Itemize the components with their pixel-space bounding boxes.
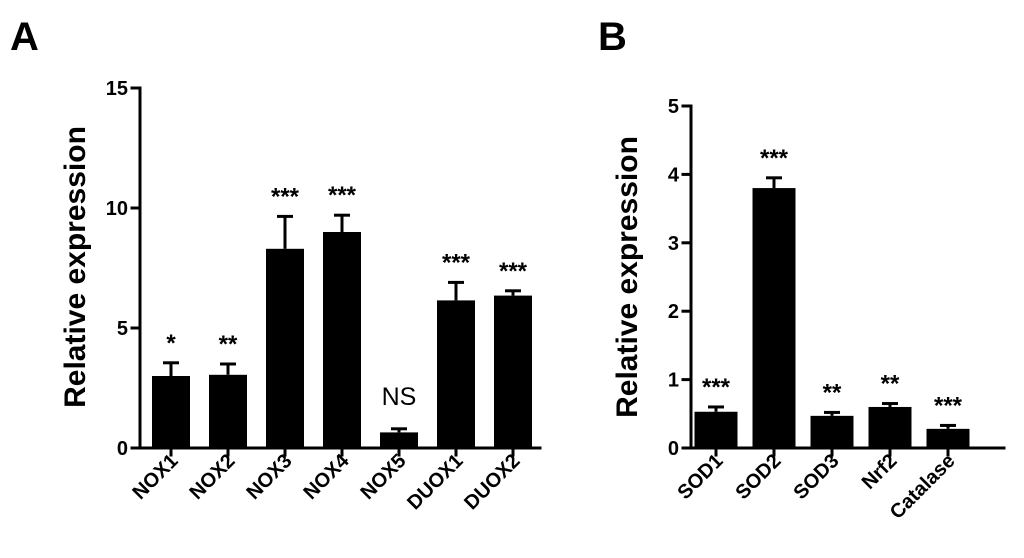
- panel-a-significance-label: NS: [382, 383, 417, 411]
- panel-a-bar: [494, 295, 532, 448]
- panel-b-category-label: Nrf2: [858, 450, 902, 494]
- panel-b-bar: [752, 188, 796, 448]
- panel-a-category-label: DUOX2: [460, 450, 524, 514]
- panel-a-significance-label: ***: [499, 258, 528, 285]
- panel-b-category-label: SOD1: [673, 450, 727, 504]
- panel-a-significance-label: **: [219, 331, 238, 358]
- panel-b-significance-label: ***: [760, 145, 789, 172]
- panel-a-bar: [323, 232, 361, 448]
- panel-b-significance-label: **: [881, 371, 900, 398]
- panel-a-category-label: NOX3: [242, 450, 296, 504]
- panel-a-bar: [380, 432, 418, 448]
- panel-a-significance-label: ***: [271, 183, 300, 210]
- panel-b-y-axis-title: Relative expression: [611, 136, 644, 418]
- panel-b-letter: B: [598, 15, 627, 59]
- panel-a-significance-label: ***: [328, 182, 357, 209]
- panel-b-significance-label: ***: [702, 374, 731, 401]
- panel-a-y-tick-label: 0: [117, 438, 128, 460]
- panel-b-category-label: SOD2: [731, 450, 785, 504]
- panel-a-category-label: NOX4: [299, 449, 354, 504]
- panel-a-category-label: NOX2: [185, 450, 239, 504]
- panel-a-significance-label: ***: [442, 249, 471, 276]
- panel-a-significance-label: *: [166, 330, 176, 357]
- panel-b-y-tick-label: 4: [668, 164, 680, 186]
- panel-a-category-label: DUOX1: [403, 450, 467, 514]
- panel-b-category-label: SOD3: [789, 450, 843, 504]
- panel-a-y-tick-label: 10: [106, 198, 128, 220]
- panel-b: B Relative expression 0 1 2 3 4 5 SOD1 *** SOD2 *…: [598, 15, 1006, 524]
- panel-b-significance-label: **: [823, 379, 842, 406]
- panel-b-y-tick-label: 1: [668, 370, 679, 392]
- panel-a-category-label: NOX1: [128, 450, 182, 504]
- panel-a-letter: A: [10, 15, 39, 59]
- panel-a-y-axis-title: Relative expression: [59, 126, 92, 408]
- panel-a-category-label: NOX5: [356, 450, 410, 504]
- panel-a-bar: [209, 374, 247, 448]
- panel-b-y-tick-label: 3: [668, 233, 679, 255]
- panel-b-bar: [810, 415, 854, 448]
- panel-b-y-tick-label: 0: [668, 438, 679, 460]
- panel-a-bar: [266, 248, 304, 448]
- panel-b-significance-label: ***: [934, 392, 963, 419]
- panel-b-bar: [926, 428, 970, 448]
- panel-a-y-tick-label: 15: [106, 78, 128, 100]
- panel-a: A Relative expression 0 5 10 15 NOX1 * NOX2 ** N…: [10, 15, 542, 514]
- panel-b-y-tick-label: 5: [668, 96, 679, 118]
- panel-b-y-tick-label: 2: [668, 301, 679, 323]
- panel-b-bar: [868, 406, 912, 448]
- panel-b-bar: [694, 411, 738, 448]
- panel-a-bar: [152, 376, 190, 448]
- panel-a-bar: [437, 300, 475, 448]
- panel-a-y-tick-label: 5: [117, 318, 128, 340]
